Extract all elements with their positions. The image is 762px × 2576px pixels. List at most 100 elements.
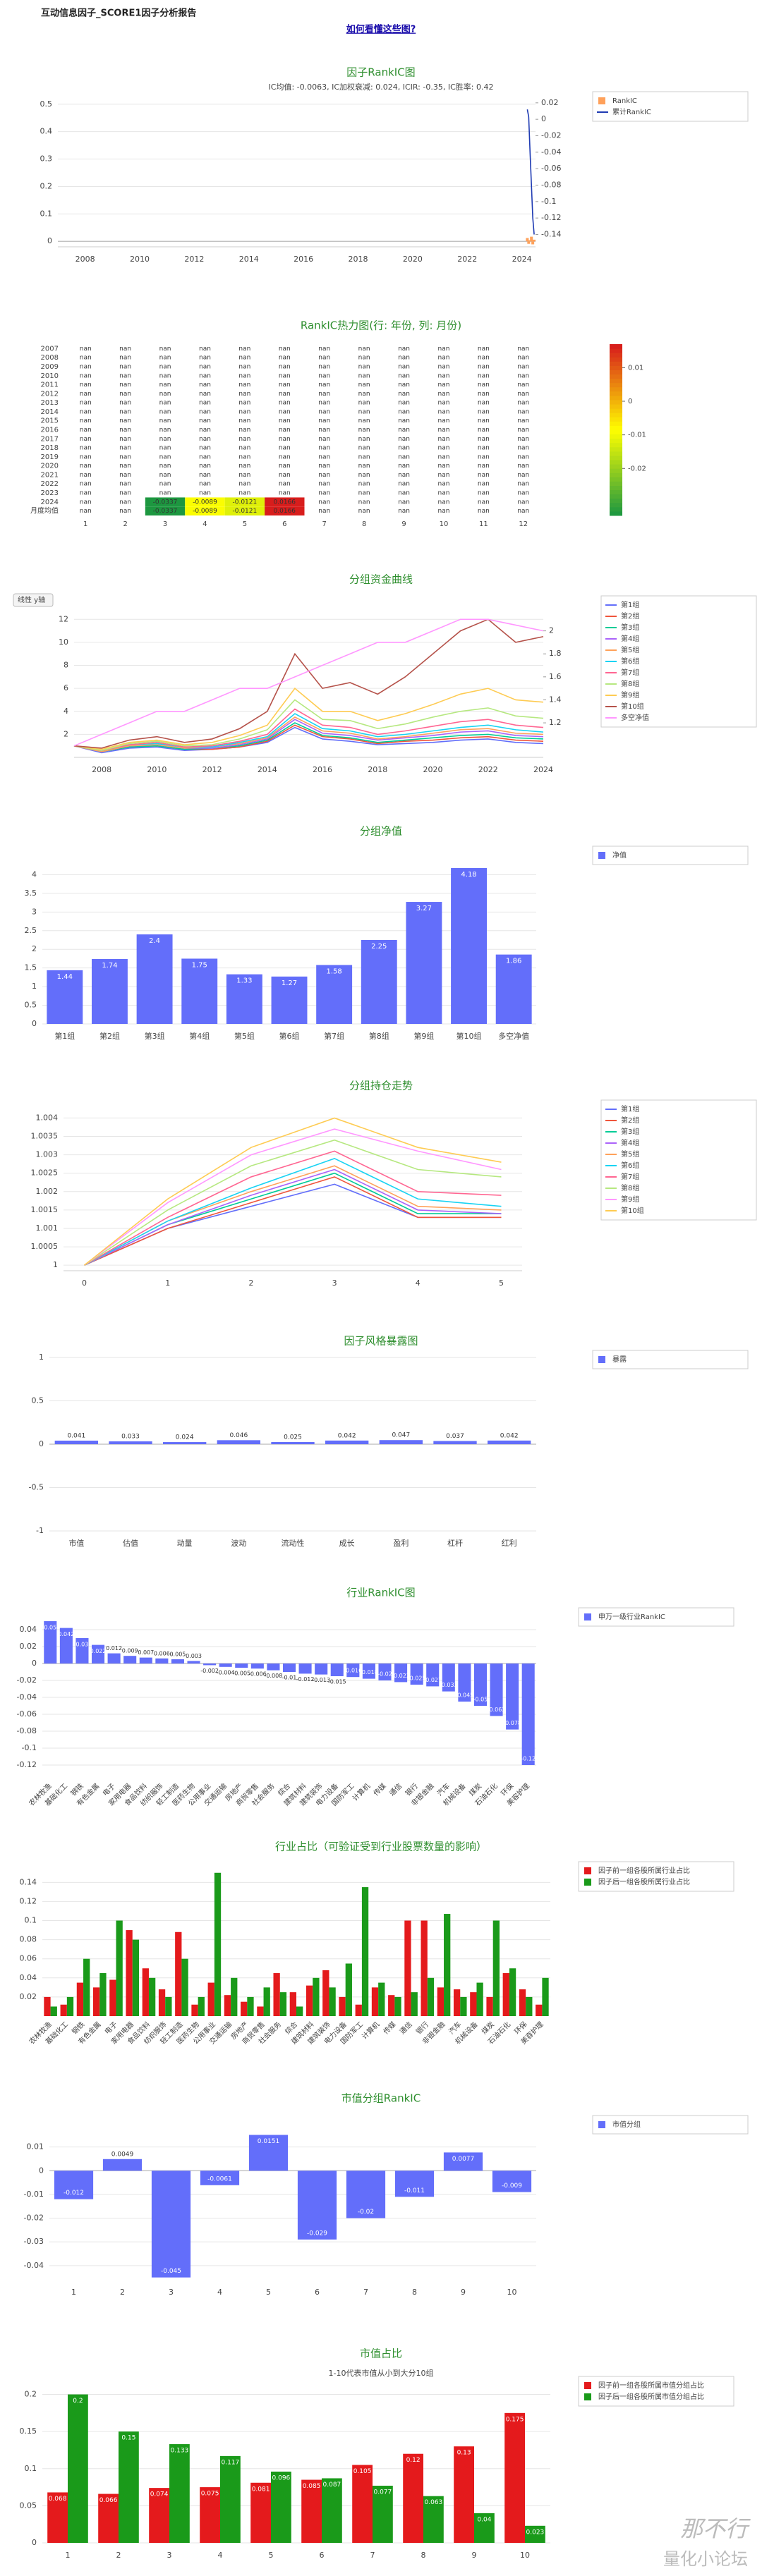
cell-label: nan (159, 372, 171, 379)
dropdown-label[interactable]: 线性 y轴 (18, 595, 45, 604)
cell-label: nan (199, 346, 211, 353)
x-tick-label: 2012 (184, 255, 204, 264)
cell-label: nan (437, 499, 449, 506)
cell-label: nan (358, 363, 370, 370)
bar (379, 1440, 423, 1444)
row-label: 2020 (41, 463, 59, 470)
x-tick-label: 2016 (294, 255, 313, 264)
cell-label: nan (80, 427, 92, 434)
legend-label: 第9组 (621, 690, 639, 700)
y-tick-label: -0.04 (24, 2261, 44, 2270)
x-tick-label: 第5组 (234, 1031, 255, 1041)
bar (99, 1973, 107, 2016)
bar (437, 1987, 445, 2016)
legend-label: 第4组 (621, 1138, 639, 1147)
row-label: 2008 (41, 354, 59, 362)
row-label: 2010 (41, 372, 59, 380)
bar (316, 965, 353, 1024)
cell-label: nan (119, 355, 131, 362)
help-link[interactable]: 如何看懂这些图? (346, 24, 416, 35)
bar (47, 970, 83, 1024)
data-label: 0.006 (154, 1650, 170, 1656)
cell-label: nan (437, 427, 449, 434)
cell-label: nan (159, 400, 171, 407)
cell-label: nan (199, 445, 211, 452)
x-tick-label: 3 (169, 2288, 174, 2297)
bar (241, 2001, 248, 2016)
row-label: 2021 (41, 471, 59, 479)
legend-swatch (598, 97, 605, 104)
data-label: 0.033 (121, 1433, 140, 1440)
cell-label: nan (358, 417, 370, 425)
x-tick-label: 2020 (403, 255, 423, 264)
data-label: -0.004 (217, 1669, 235, 1675)
data-label: -0.009 (502, 2183, 522, 2190)
heat-cell (224, 506, 265, 515)
data-label: 0.041 (67, 1432, 85, 1439)
cell-label: nan (358, 408, 370, 415)
bar (187, 1661, 200, 1664)
legend-label: 第7组 (621, 1172, 639, 1181)
bar (410, 1664, 423, 1685)
colorbar-label: -0.02 (628, 465, 646, 472)
cell-label: nan (279, 463, 291, 470)
heat-cell (185, 506, 225, 515)
bar (50, 2006, 57, 2016)
series-line (73, 722, 544, 752)
x-tick-label: 红利 (502, 1539, 517, 1548)
bar (44, 1621, 57, 1664)
bar (191, 2004, 198, 2016)
cell-label: nan (478, 346, 490, 353)
cell-label: nan (80, 453, 92, 460)
cell-label: nan (119, 391, 131, 398)
cell-label: nan (318, 346, 330, 353)
bar (486, 1996, 493, 2016)
y-tick-label: 3 (32, 907, 37, 916)
y2-tick-label: 1.6 (549, 672, 562, 681)
cell-label: nan (398, 490, 410, 497)
cell-label: nan (358, 346, 370, 353)
x-tick-label: 6 (320, 2551, 325, 2560)
cell-label: nan (238, 490, 250, 497)
y-tick-label: 0.15 (20, 2427, 37, 2436)
cell-label: nan (119, 453, 131, 460)
bar (470, 1992, 477, 2016)
y-tick-label: 1.0005 (31, 1242, 59, 1251)
y-tick-label: 1.0025 (31, 1168, 59, 1178)
data-label: 1.27 (282, 979, 297, 987)
cell-label: nan (478, 363, 490, 370)
row-label: 2023 (41, 489, 59, 497)
cell-label: nan (437, 472, 449, 479)
cell-label: nan (517, 417, 529, 425)
bar (107, 1653, 121, 1664)
legend-label: 第3组 (621, 623, 639, 632)
cell-label: nan (437, 372, 449, 379)
colorbar-step (610, 370, 622, 375)
data-label: -0.005 (232, 1671, 250, 1677)
cell-label: nan (318, 381, 330, 389)
legend-swatch (584, 2393, 591, 2400)
colorbar-step (610, 413, 622, 417)
cell-label: nan (318, 499, 330, 506)
cell-label: nan (159, 463, 171, 470)
bar (93, 1987, 100, 2016)
bar (411, 1992, 418, 2016)
x-tick-label: 波动 (231, 1539, 246, 1548)
data-label: 0.081 (252, 2486, 270, 2493)
bar (427, 1977, 435, 2016)
heat-cell (145, 506, 186, 515)
x-tick-label: 2010 (147, 765, 167, 774)
x-tick-label: 2012 (202, 765, 222, 774)
y2-tick-label: -0.14 (541, 230, 561, 239)
bar (54, 1440, 98, 1444)
cell-label: nan (279, 355, 291, 362)
dropdown[interactable] (13, 593, 54, 607)
bar (47, 2492, 68, 2543)
cell-label: nan (358, 445, 370, 452)
colorbar-step (610, 357, 622, 362)
cell-label: nan (517, 372, 529, 379)
legend-label: RankIC (612, 97, 637, 105)
legend-box (592, 1350, 749, 1369)
bar (423, 2496, 444, 2543)
cell-label: -0.0089 (193, 499, 217, 506)
